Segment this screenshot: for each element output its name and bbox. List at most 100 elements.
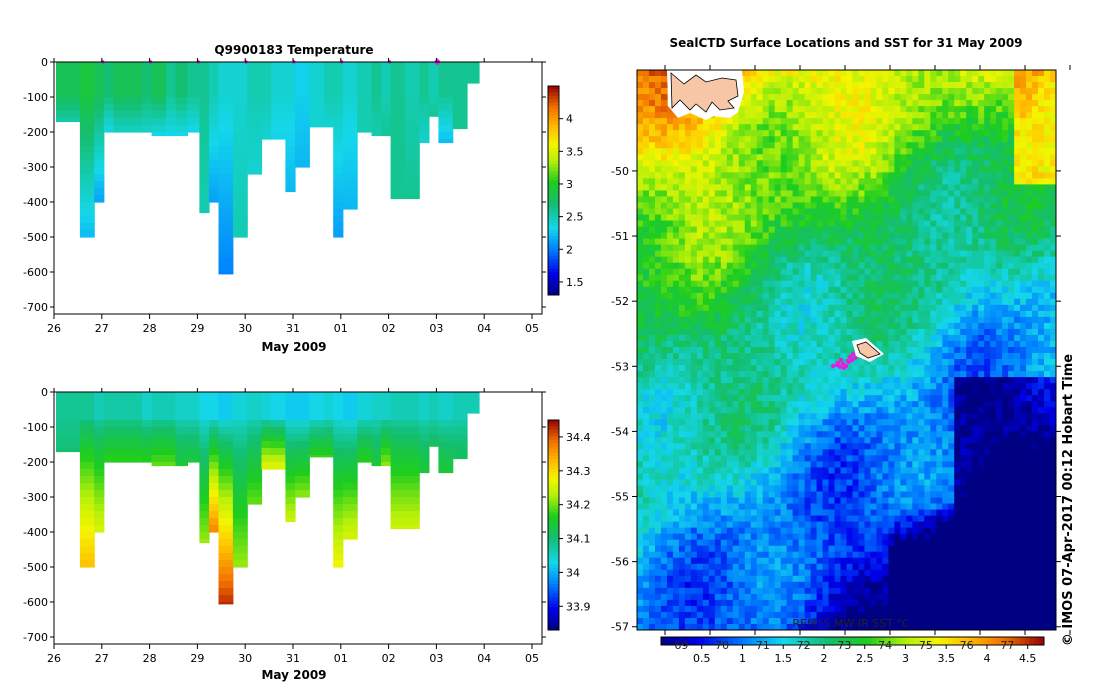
sst-cell: [828, 184, 835, 191]
sst-cell: [1014, 262, 1021, 270]
profile-cell: [404, 104, 420, 112]
sst-cell: [960, 377, 967, 384]
sst-cell: [672, 359, 680, 366]
sst-cell: [984, 214, 991, 221]
sst-cell: [972, 274, 979, 282]
sst-cell: [1050, 124, 1056, 131]
sst-cell: [720, 136, 728, 143]
sst-cell: [744, 365, 752, 372]
profile-cell: [187, 413, 200, 421]
profile-cell: [218, 153, 234, 161]
profile-cell: [285, 406, 296, 414]
sst-cell: [942, 148, 949, 155]
profile-cell: [390, 146, 406, 154]
sst-cell: [810, 112, 817, 119]
sst-cell: [1044, 160, 1051, 167]
profile-cell: [333, 462, 344, 470]
sst-cell: [918, 256, 925, 264]
sst-cell: [930, 322, 937, 330]
sst-cell: [792, 286, 800, 294]
sst-cell: [654, 274, 662, 282]
sst-cell: [924, 298, 931, 306]
profile-cell: [295, 469, 310, 477]
sst-cell: [798, 100, 805, 107]
profile-cell: [285, 104, 296, 112]
sst-cell: [864, 292, 871, 300]
sst-cell: [774, 298, 782, 306]
profile-cell: [127, 76, 143, 84]
sst-cell: [864, 94, 871, 101]
sst-cell: [708, 274, 716, 282]
sst-cell: [678, 292, 686, 300]
profile-cell: [261, 413, 272, 421]
sst-cell: [756, 196, 764, 203]
sst-cell: [1026, 172, 1033, 179]
sst-cell: [768, 178, 776, 185]
profile-cell: [218, 392, 234, 400]
sst-cell: [822, 322, 829, 330]
sst-cell: [1032, 250, 1039, 258]
sst-cell: [804, 172, 811, 179]
sst-cell: [672, 184, 680, 191]
sst-cell: [1020, 310, 1027, 318]
sst-cell: [1038, 148, 1045, 155]
sst-cell: [708, 220, 716, 227]
sst-cell: [948, 94, 955, 101]
sst-cell: [864, 238, 871, 246]
profile-cell: [333, 560, 344, 568]
profile-cell: [218, 595, 234, 603]
profile-cell: [419, 420, 430, 428]
sst-cell: [672, 178, 680, 185]
sst-cell: [684, 280, 692, 288]
profile-cell: [151, 104, 167, 112]
sst-cell: [996, 256, 1003, 264]
sst-cell: [924, 214, 931, 221]
sst-cell: [930, 340, 937, 348]
sst-cell: [816, 184, 823, 191]
sst-cell: [912, 160, 919, 167]
sst-cell: [804, 286, 811, 294]
profile-cell: [357, 125, 372, 133]
sst-cell: [1002, 154, 1009, 161]
sst-cell: [732, 112, 740, 119]
sst-cell: [642, 377, 650, 384]
sst-cell: [648, 353, 656, 360]
sst-cell: [1014, 196, 1021, 203]
sst-cell: [924, 371, 931, 378]
sst-cell: [954, 250, 961, 258]
sst-cell: [1050, 70, 1056, 77]
sst-cell: [978, 371, 985, 378]
sst-cell: [762, 88, 770, 95]
sst-cell: [816, 310, 823, 318]
sst-cell: [978, 136, 985, 143]
profile-cell: [165, 441, 177, 449]
sst-cell: [1038, 280, 1045, 288]
sst-cell: [942, 353, 949, 360]
sst-cell: [876, 142, 883, 149]
sst-cell: [768, 238, 776, 246]
profile-cell: [187, 62, 200, 70]
sst-cell: [1026, 274, 1033, 282]
profile-cell: [309, 392, 325, 400]
sst-cell: [1008, 256, 1015, 264]
sst-cell: [936, 76, 943, 83]
sst-cell: [762, 82, 770, 89]
sst-cell: [768, 190, 776, 197]
sst-cell: [894, 172, 901, 179]
profile-cell: [79, 476, 95, 484]
profile-cell: [404, 160, 420, 168]
sst-cell: [942, 262, 949, 270]
colorbar-tick-label: 34.4: [566, 431, 591, 444]
sst-cell: [684, 196, 692, 203]
sst-cell: [864, 262, 871, 270]
profile-cell: [419, 399, 430, 407]
sst-cell: [1050, 220, 1056, 227]
sst-cell: [756, 322, 764, 330]
sst-cell: [720, 232, 728, 239]
sst-cell: [690, 298, 698, 306]
sst-cell: [882, 340, 889, 348]
sst-cell: [696, 232, 704, 239]
sst-cell: [894, 160, 901, 167]
sst-cell: [720, 292, 728, 300]
sst-cell: [894, 136, 901, 143]
